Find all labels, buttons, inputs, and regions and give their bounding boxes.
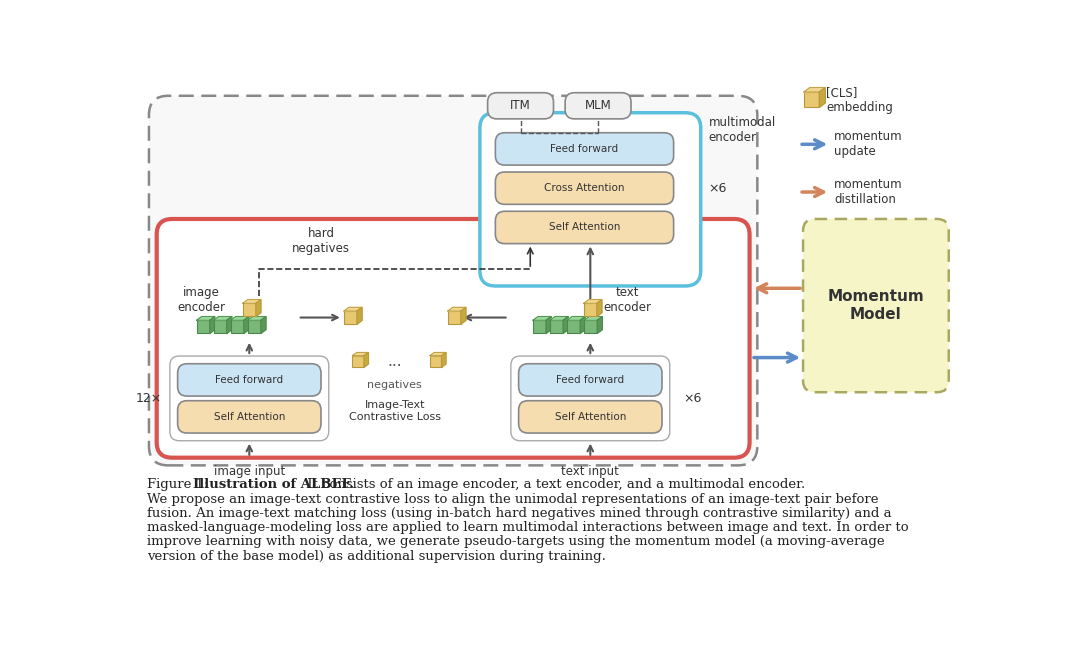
Polygon shape bbox=[256, 300, 261, 317]
Text: hard
negatives: hard negatives bbox=[292, 227, 350, 255]
Text: Self Attention: Self Attention bbox=[549, 223, 620, 233]
Polygon shape bbox=[343, 307, 362, 311]
FancyBboxPatch shape bbox=[197, 320, 210, 333]
Polygon shape bbox=[804, 87, 825, 92]
Polygon shape bbox=[214, 317, 232, 320]
FancyBboxPatch shape bbox=[496, 133, 674, 165]
Text: ×6: ×6 bbox=[708, 182, 727, 194]
FancyBboxPatch shape bbox=[149, 96, 757, 465]
FancyBboxPatch shape bbox=[532, 320, 546, 333]
FancyBboxPatch shape bbox=[157, 219, 750, 458]
Text: ITM: ITM bbox=[510, 99, 531, 112]
Polygon shape bbox=[430, 352, 446, 355]
FancyBboxPatch shape bbox=[488, 93, 554, 119]
Text: multimodal
encoder: multimodal encoder bbox=[708, 116, 775, 145]
Text: 12×: 12× bbox=[136, 392, 162, 405]
Polygon shape bbox=[820, 87, 825, 107]
Polygon shape bbox=[197, 317, 215, 320]
Polygon shape bbox=[550, 317, 568, 320]
FancyBboxPatch shape bbox=[567, 320, 580, 333]
Polygon shape bbox=[546, 317, 551, 333]
Polygon shape bbox=[243, 300, 261, 304]
Text: Self Attention: Self Attention bbox=[555, 412, 626, 422]
Text: Feed forward: Feed forward bbox=[556, 375, 624, 385]
FancyBboxPatch shape bbox=[565, 93, 631, 119]
Polygon shape bbox=[210, 317, 215, 333]
Text: MLM: MLM bbox=[584, 99, 611, 112]
FancyBboxPatch shape bbox=[480, 113, 701, 286]
FancyBboxPatch shape bbox=[177, 364, 321, 396]
Text: Momentum
Model: Momentum Model bbox=[827, 289, 924, 322]
FancyBboxPatch shape bbox=[550, 320, 563, 333]
Text: text input: text input bbox=[562, 465, 619, 478]
Text: Feed forward: Feed forward bbox=[215, 375, 283, 385]
Text: image
encoder: image encoder bbox=[177, 286, 225, 313]
Text: fusion. An image-text matching loss (using in-batch hard negatives mined through: fusion. An image-text matching loss (usi… bbox=[147, 507, 891, 520]
Polygon shape bbox=[231, 317, 248, 320]
FancyBboxPatch shape bbox=[496, 172, 674, 204]
FancyBboxPatch shape bbox=[247, 320, 261, 333]
FancyBboxPatch shape bbox=[518, 364, 662, 396]
Text: Feed forward: Feed forward bbox=[551, 144, 619, 154]
Polygon shape bbox=[584, 317, 603, 320]
Text: image input: image input bbox=[214, 465, 285, 478]
Polygon shape bbox=[532, 317, 551, 320]
Text: Image-Text
Contrastive Loss: Image-Text Contrastive Loss bbox=[349, 400, 441, 422]
Text: masked-language-modeling loss are applied to learn multimodal interactions betwe: masked-language-modeling loss are applie… bbox=[147, 521, 908, 534]
FancyBboxPatch shape bbox=[352, 355, 364, 367]
Polygon shape bbox=[580, 317, 585, 333]
Polygon shape bbox=[597, 300, 602, 317]
Polygon shape bbox=[364, 352, 368, 367]
FancyBboxPatch shape bbox=[448, 311, 461, 324]
FancyBboxPatch shape bbox=[584, 320, 597, 333]
FancyBboxPatch shape bbox=[583, 304, 597, 317]
Polygon shape bbox=[567, 317, 585, 320]
Polygon shape bbox=[357, 307, 362, 324]
Text: Cross Attention: Cross Attention bbox=[544, 183, 624, 193]
Text: text
encoder: text encoder bbox=[603, 286, 651, 313]
Polygon shape bbox=[597, 317, 603, 333]
FancyBboxPatch shape bbox=[430, 355, 442, 367]
Text: It consists of an image encoder, a text encoder, and a multimodal encoder.: It consists of an image encoder, a text … bbox=[303, 478, 806, 491]
Text: momentum
update: momentum update bbox=[834, 130, 903, 158]
Polygon shape bbox=[442, 352, 446, 367]
Text: Illustration of ALBEF.: Illustration of ALBEF. bbox=[193, 478, 354, 491]
FancyBboxPatch shape bbox=[343, 311, 357, 324]
Polygon shape bbox=[461, 307, 465, 324]
Text: [CLS]
embedding: [CLS] embedding bbox=[826, 85, 893, 114]
Polygon shape bbox=[244, 317, 248, 333]
Text: negatives: negatives bbox=[367, 380, 422, 390]
FancyBboxPatch shape bbox=[496, 212, 674, 244]
Text: ×6: ×6 bbox=[684, 392, 702, 405]
FancyBboxPatch shape bbox=[243, 304, 256, 317]
FancyBboxPatch shape bbox=[518, 401, 662, 433]
Text: We propose an image-text contrastive loss to align the unimodal representations : We propose an image-text contrastive los… bbox=[147, 493, 878, 506]
FancyBboxPatch shape bbox=[804, 219, 948, 392]
Polygon shape bbox=[583, 300, 602, 304]
Polygon shape bbox=[448, 307, 465, 311]
FancyBboxPatch shape bbox=[177, 401, 321, 433]
Polygon shape bbox=[247, 317, 266, 320]
FancyBboxPatch shape bbox=[804, 92, 820, 107]
Polygon shape bbox=[227, 317, 232, 333]
Text: Self Attention: Self Attention bbox=[214, 412, 285, 422]
FancyBboxPatch shape bbox=[214, 320, 227, 333]
Polygon shape bbox=[563, 317, 568, 333]
Text: improve learning with noisy data, we generate pseudo-targets using the momentum : improve learning with noisy data, we gen… bbox=[147, 535, 885, 549]
Text: Figure 1:: Figure 1: bbox=[147, 478, 213, 491]
Text: momentum
distillation: momentum distillation bbox=[834, 178, 903, 206]
Polygon shape bbox=[352, 352, 368, 355]
Text: version of the base model) as additional supervision during training.: version of the base model) as additional… bbox=[147, 550, 606, 562]
Polygon shape bbox=[261, 317, 266, 333]
Text: ...: ... bbox=[388, 354, 402, 369]
FancyBboxPatch shape bbox=[231, 320, 244, 333]
